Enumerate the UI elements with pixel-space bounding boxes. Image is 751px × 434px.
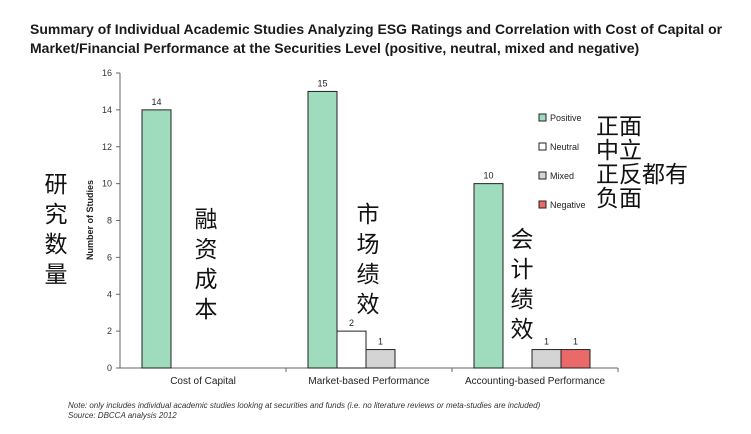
y-tick-label: 12 — [102, 142, 112, 152]
bar-positive — [141, 109, 172, 369]
legend-swatch-neutral — [538, 142, 547, 151]
legend-swatch-positive — [538, 113, 547, 122]
footnote-source: Source: DBCCA analysis 2012 — [68, 411, 177, 420]
y-tick-label: 4 — [107, 289, 112, 299]
footnote: Note: only includes individual academic … — [68, 401, 540, 421]
y-tick-label: 8 — [107, 216, 112, 226]
legend-positive-chinese: 正面 — [596, 114, 642, 140]
bar-negative — [560, 349, 591, 369]
y-axis-label: Number of Studies — [85, 180, 95, 260]
bar-data-label: 1 — [544, 337, 549, 347]
legend-neutral-chinese: 中立 — [596, 138, 642, 164]
y-tick-label: 14 — [102, 105, 112, 115]
bar-data-label: 1 — [573, 337, 578, 347]
bar-data-label: 14 — [151, 97, 161, 107]
legend-negative-chinese: 负面 — [596, 186, 642, 212]
annotation-market-performance-chinese: 市场绩效 — [356, 202, 380, 318]
legend-swatch-mixed — [538, 171, 547, 180]
chart-title-line-1: Summary of Individual Academic Studies A… — [30, 21, 723, 37]
legend-label-mixed: Mixed — [550, 171, 574, 181]
footnote-note: Note: only includes individual academic … — [68, 401, 541, 410]
legend-swatch-negative — [538, 200, 547, 209]
y-tick-label: 10 — [102, 179, 112, 189]
legend-label-negative: Negative — [550, 200, 586, 210]
bar-data-label: 15 — [317, 78, 327, 88]
legend-label-neutral: Neutral — [550, 142, 579, 152]
bar-mixed — [531, 349, 562, 369]
x-category-label: Accounting-based Performance — [465, 376, 606, 387]
y-axis-label-chinese: 研究数量 — [44, 172, 68, 288]
bar-data-label: 10 — [483, 171, 493, 181]
bar-positive — [307, 90, 338, 369]
bar-mixed — [365, 349, 396, 369]
y-tick-label: 2 — [107, 326, 112, 336]
legend-label-positive: Positive — [550, 113, 582, 123]
annotation-accounting-performance-chinese: 会计绩效 — [510, 227, 534, 343]
chart-title-line-2: Market/Financial Performance at the Secu… — [30, 40, 640, 56]
y-tick-label: 6 — [107, 252, 112, 262]
chart-title: Summary of Individual Academic Studies A… — [30, 20, 745, 58]
y-tick-label: 0 — [107, 363, 112, 373]
bar-positive — [473, 183, 504, 369]
bar-data-label: 1 — [378, 337, 383, 347]
bar-neutral — [336, 330, 367, 369]
annotation-cost-of-capital-chinese: 融资成本 — [194, 207, 218, 323]
bar-data-label: 2 — [349, 318, 354, 328]
x-category-label: Cost of Capital — [170, 376, 236, 387]
y-tick-label: 16 — [102, 68, 112, 78]
legend-mixed-chinese: 正反都有 — [596, 162, 688, 188]
x-category-label: Market-based Performance — [308, 376, 430, 387]
